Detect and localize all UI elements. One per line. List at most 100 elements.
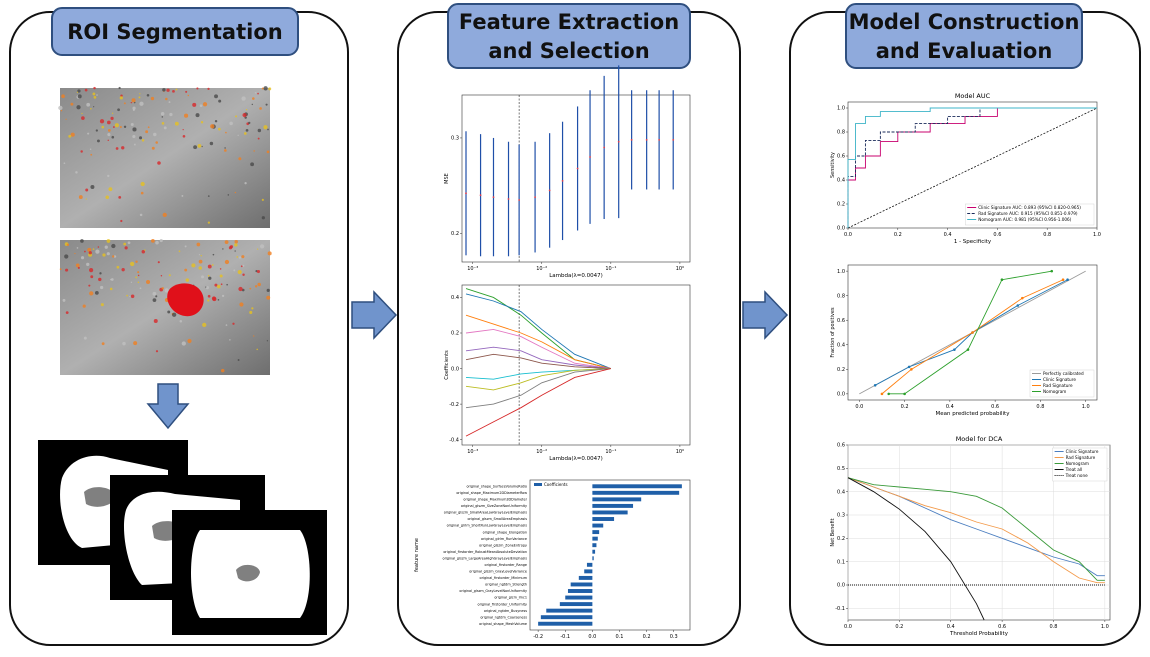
x-tick-label: 0.2 bbox=[901, 404, 909, 410]
y-axis-label: Fraction of positives bbox=[830, 307, 836, 358]
x-tick-label: 0.8 bbox=[1050, 624, 1058, 630]
legend-label: Rad Signature bbox=[1066, 455, 1096, 460]
mean-point bbox=[465, 192, 467, 194]
y-axis-label: feature name bbox=[414, 538, 420, 572]
bar bbox=[592, 556, 593, 560]
feature-label: original_firstorder_Uniformity bbox=[478, 602, 528, 606]
x-tick-label: 0.6 bbox=[991, 404, 999, 410]
legend-label: Rad Signature AUC: 0.915 (95%CI 0.851-0.… bbox=[978, 211, 1078, 216]
x-tick-label: 0.4 bbox=[946, 404, 954, 410]
plot-title: Model for DCA bbox=[956, 435, 1003, 443]
x-tick-label: 0.6 bbox=[998, 624, 1006, 630]
y-tick-label: 0.2 bbox=[837, 536, 845, 542]
y-tick-label: 0.0 bbox=[451, 366, 459, 372]
x-tick-label: 1.0 bbox=[1101, 624, 1109, 630]
series-marker bbox=[1066, 278, 1069, 281]
y-tick-label: 0.3 bbox=[451, 136, 459, 142]
mean-point bbox=[508, 198, 510, 200]
x-tick-label: 10⁻² bbox=[536, 266, 547, 272]
mean-point bbox=[658, 139, 660, 141]
y-tick-label: 0.0 bbox=[837, 392, 845, 398]
x-tick-label: 0.0 bbox=[844, 624, 852, 630]
x-tick-label: 10⁻² bbox=[536, 449, 547, 455]
y-tick-label: 0.8 bbox=[837, 130, 845, 136]
ultrasound-image bbox=[58, 86, 271, 228]
feature-label: original_shape_SurfaceVolumeRatio bbox=[466, 484, 527, 488]
bar bbox=[592, 510, 627, 514]
feature-label: original_glcm_Imc1 bbox=[494, 596, 527, 600]
y-tick-label: 0.4 bbox=[451, 295, 459, 301]
y-tick-label: 0.4 bbox=[837, 342, 845, 348]
y-tick-label: 0.2 bbox=[451, 331, 459, 337]
x-tick-label: 0.8 bbox=[1043, 232, 1051, 238]
y-tick-label: 0.0 bbox=[837, 226, 845, 232]
series-marker bbox=[1016, 304, 1019, 307]
legend-label: Nomogram bbox=[1066, 461, 1089, 466]
feature-label: original_shape_Maximum3DDiameter bbox=[463, 498, 527, 502]
bar bbox=[565, 596, 592, 600]
mean-point bbox=[589, 156, 591, 158]
bar bbox=[546, 609, 592, 613]
legend-label: Nomogram bbox=[1043, 389, 1066, 394]
x-tick-label: 0.1 bbox=[616, 634, 624, 640]
x-tick-label: 0.2 bbox=[895, 624, 903, 630]
feature-label: original_glrlm_ShortRunLowGrayLevelEmpha… bbox=[447, 524, 528, 528]
mean-point bbox=[603, 147, 605, 149]
x-tick-label: 0.3 bbox=[670, 634, 678, 640]
panel-title: Feature Extraction bbox=[459, 10, 679, 34]
series-marker bbox=[903, 393, 906, 396]
bar bbox=[587, 563, 592, 567]
plot-title: Model AUC bbox=[955, 92, 991, 100]
feature-label: original_glszm_ZoneEntropy bbox=[479, 543, 527, 547]
segmentation-mask bbox=[172, 510, 327, 635]
y-tick-label: 0.0 bbox=[837, 583, 845, 589]
flow-arrow bbox=[743, 292, 787, 338]
legend-label: Coefficients bbox=[544, 482, 568, 487]
feature-label: original_glszm_GrayLevelNonUniformity bbox=[459, 589, 527, 593]
y-tick-label: 0.8 bbox=[837, 293, 845, 299]
x-axis-label: 1 - Specificity bbox=[954, 239, 992, 245]
y-axis-label: MSE bbox=[444, 173, 450, 184]
feature-label: original_ngtdm_Coarseness bbox=[480, 615, 527, 619]
plot-frame bbox=[462, 95, 690, 262]
bar bbox=[592, 543, 596, 547]
legend-label: Clinic Signature bbox=[1043, 377, 1076, 382]
bar bbox=[592, 530, 599, 534]
legend-label: Clinic Signature AUC: 0.893 (95%CI 0.820… bbox=[978, 205, 1081, 210]
feature-label: original_shape_Elongation bbox=[483, 530, 527, 534]
panel-title: and Selection bbox=[488, 39, 649, 63]
feature-label: original_glszm_GrayLevelVariance bbox=[469, 570, 527, 574]
x-axis-label: Lambda(λ=0.0047) bbox=[549, 456, 603, 462]
legend-label: Rad Signature bbox=[1043, 383, 1073, 388]
mean-point bbox=[493, 196, 495, 198]
series-marker bbox=[1021, 297, 1024, 300]
y-tick-label: 0.5 bbox=[837, 466, 845, 472]
y-tick-label: 0.4 bbox=[837, 489, 845, 495]
y-axis-label: Net Benefit bbox=[830, 518, 836, 546]
series-marker bbox=[887, 393, 890, 396]
x-tick-label: 10⁰ bbox=[676, 266, 684, 272]
mean-point bbox=[646, 139, 648, 141]
feature-label: original_ngtdm_Strength bbox=[485, 583, 527, 587]
feature-label: original_glszm_SmallAreaEmphasis bbox=[467, 517, 527, 521]
series-marker bbox=[967, 348, 970, 351]
x-tick-label: 0.0 bbox=[588, 634, 596, 640]
series-marker bbox=[908, 366, 911, 369]
y-axis-label: Coefficients bbox=[444, 350, 450, 380]
x-tick-label: 0.4 bbox=[947, 624, 955, 630]
mean-point bbox=[518, 199, 520, 201]
bar bbox=[579, 576, 593, 580]
x-tick-label: 10⁻¹ bbox=[605, 449, 616, 455]
bar bbox=[571, 582, 593, 586]
x-tick-label: 10⁻³ bbox=[467, 449, 478, 455]
x-tick-label: 0.2 bbox=[894, 232, 902, 238]
y-tick-label: 0.4 bbox=[837, 178, 845, 184]
flow-arrow bbox=[352, 292, 396, 338]
legend-label: Nomogram AUC: 0.981 (95%CI 0.956-1.006) bbox=[978, 217, 1072, 222]
x-axis-label: Threshold Probability bbox=[949, 631, 1009, 637]
bar bbox=[592, 504, 633, 508]
bar bbox=[584, 569, 592, 573]
bar bbox=[560, 602, 593, 606]
feature-label: original_glrlm_RunVariance bbox=[481, 537, 527, 541]
feature-label: original_glszm_LargeAreaHighGrayLevelEmp… bbox=[443, 556, 528, 560]
